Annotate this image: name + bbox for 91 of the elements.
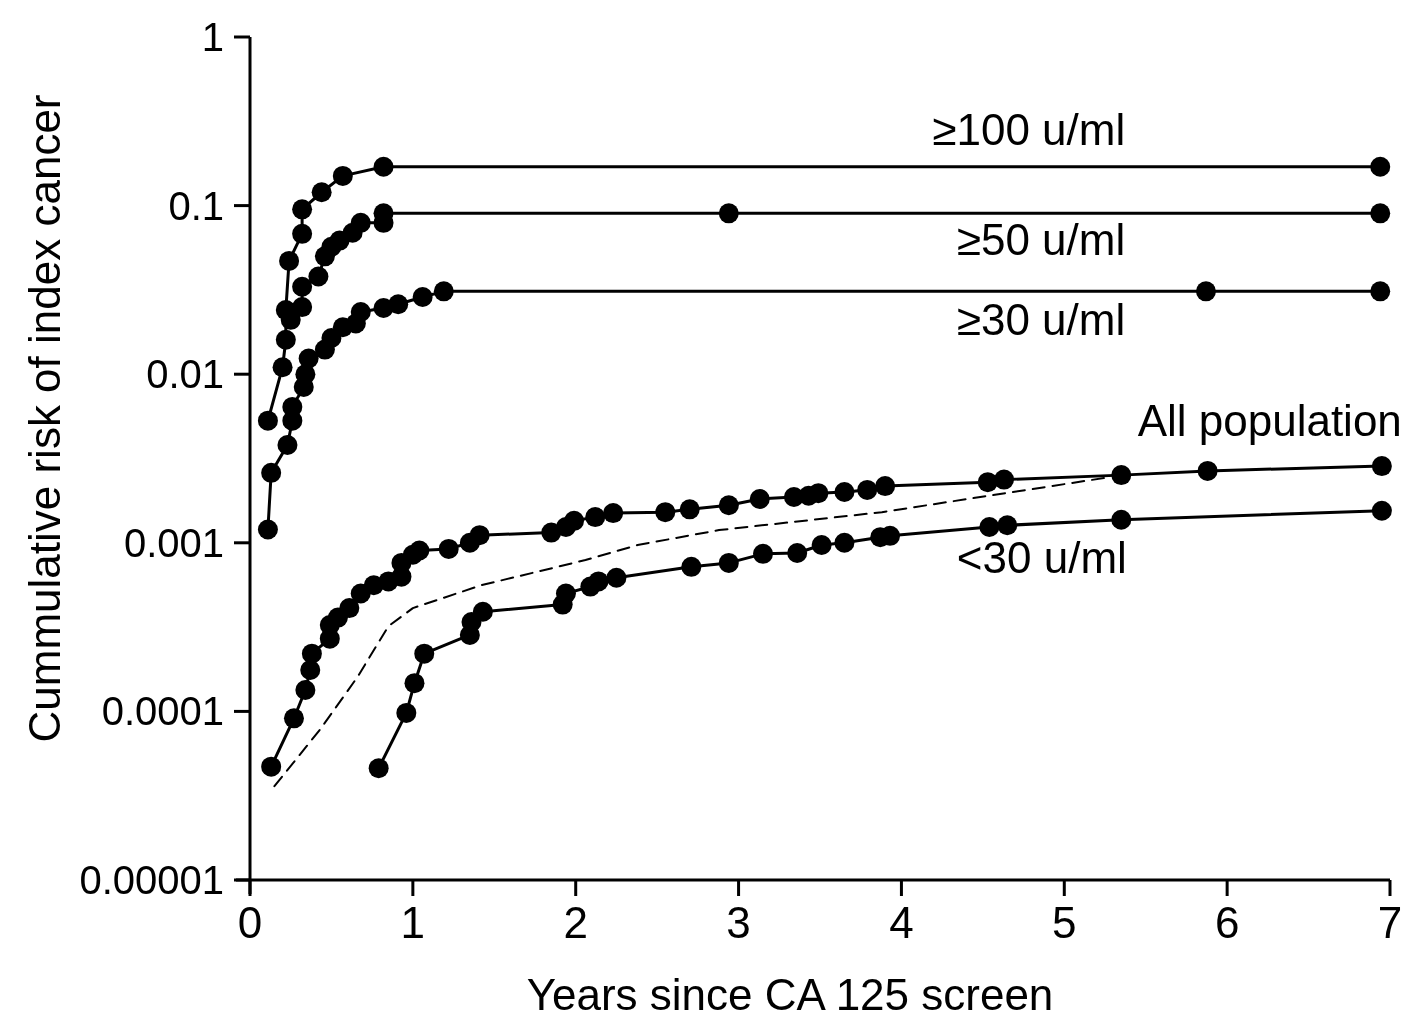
- point: [261, 756, 282, 777]
- x-tick-label: 5: [1052, 898, 1077, 947]
- point: [555, 583, 576, 604]
- x-tick-label: 4: [889, 898, 914, 947]
- point: [585, 507, 606, 528]
- point: [373, 156, 394, 177]
- point: [292, 297, 313, 318]
- point: [588, 571, 609, 592]
- point: [292, 276, 313, 297]
- point: [655, 502, 676, 523]
- point: [275, 329, 296, 350]
- series-label: <30 u/ml: [956, 532, 1127, 582]
- x-tick-label: 1: [400, 898, 426, 947]
- point: [834, 482, 855, 503]
- point: [433, 281, 454, 302]
- point: [834, 532, 855, 553]
- point: [1111, 465, 1132, 486]
- point: [295, 679, 316, 700]
- point: [277, 435, 298, 456]
- point: [718, 495, 739, 516]
- series-label: All population: [1137, 396, 1402, 446]
- x-tick-label: 0: [237, 898, 263, 947]
- point: [282, 396, 303, 417]
- point: [994, 469, 1015, 490]
- point: [257, 519, 278, 540]
- point: [979, 517, 1000, 538]
- y-tick-label: 0.1: [168, 183, 224, 228]
- series-label: ≥50 u/ml: [956, 215, 1126, 265]
- point: [718, 552, 739, 573]
- point: [1370, 203, 1391, 224]
- point: [300, 660, 321, 681]
- point: [1197, 460, 1218, 481]
- point: [283, 708, 304, 729]
- y-tick-label: 0.01: [146, 352, 224, 397]
- series-label: ≥100 u/ml: [932, 104, 1126, 154]
- point: [257, 410, 278, 431]
- point: [753, 543, 773, 564]
- point: [977, 472, 998, 493]
- point: [438, 538, 459, 559]
- point: [1371, 500, 1392, 521]
- point: [472, 601, 493, 622]
- point: [261, 462, 282, 483]
- point: [1195, 281, 1216, 302]
- point: [1370, 156, 1391, 177]
- point: [1370, 281, 1391, 302]
- point: [749, 488, 770, 509]
- point: [412, 287, 433, 307]
- point: [808, 483, 829, 504]
- point: [396, 702, 417, 723]
- point: [414, 643, 435, 664]
- point: [311, 182, 332, 203]
- point: [388, 294, 409, 315]
- point: [603, 503, 624, 524]
- point: [606, 567, 627, 588]
- point: [279, 250, 300, 271]
- series-label: ≥30 u/ml: [956, 295, 1126, 345]
- y-tick-label: 0.0001: [101, 689, 224, 734]
- point: [811, 535, 832, 556]
- point: [368, 758, 389, 779]
- point: [332, 165, 353, 186]
- point: [857, 479, 878, 500]
- point: [350, 212, 371, 233]
- x-axis-title: Years since CA 125 screen: [526, 970, 1054, 1019]
- y-tick-label: 0.001: [123, 520, 224, 565]
- point: [339, 598, 360, 619]
- x-tick-label: 2: [563, 898, 588, 947]
- x-tick-label: 3: [726, 898, 751, 947]
- point: [292, 223, 313, 244]
- point: [679, 499, 700, 520]
- y-tick-label: 0.00001: [79, 858, 224, 902]
- point: [292, 199, 313, 220]
- point: [404, 673, 425, 694]
- point: [564, 510, 585, 531]
- point: [997, 515, 1018, 536]
- point: [409, 540, 430, 561]
- point: [1371, 456, 1392, 477]
- point: [301, 643, 322, 664]
- point: [787, 543, 808, 563]
- point: [350, 301, 371, 322]
- point: [298, 348, 319, 369]
- point: [681, 556, 702, 577]
- point: [469, 525, 490, 546]
- y-axis-title: Cummulative risk of index cancer: [20, 94, 69, 743]
- x-tick-label: 7: [1377, 898, 1403, 947]
- y-tick-label: 1: [201, 15, 224, 59]
- x-tick-label: 6: [1214, 898, 1240, 947]
- point: [875, 476, 896, 497]
- point: [308, 266, 329, 287]
- point: [718, 203, 739, 224]
- point: [1111, 509, 1132, 530]
- point: [272, 357, 293, 378]
